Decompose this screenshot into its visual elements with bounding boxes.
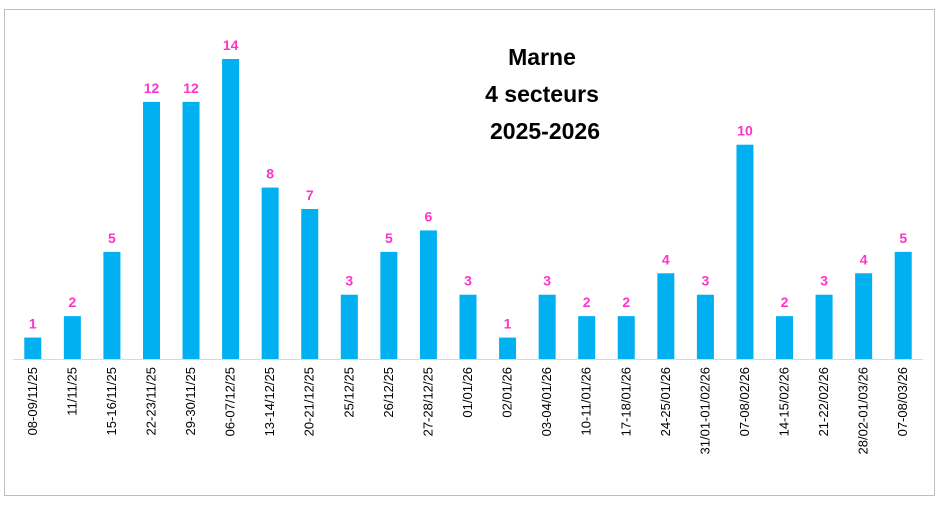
- x-tick-label-4: 22-23/11/25: [143, 367, 158, 435]
- data-label-5: 12: [183, 80, 199, 96]
- data-label-17: 4: [662, 251, 670, 267]
- x-tick-label-13: 02/01/26: [500, 367, 515, 418]
- chart-title: Marne 4 secteurs 2025-2026: [485, 44, 600, 144]
- x-tick-label-7: 13-14/12/25: [262, 367, 277, 436]
- x-tick-label-8: 20-21/12/25: [302, 367, 317, 436]
- x-tick-label-2: 11/11/25: [64, 367, 79, 416]
- bar-20: [776, 316, 794, 359]
- data-label-4: 12: [144, 80, 160, 96]
- bar-6: [222, 59, 240, 359]
- bar-21: [815, 294, 833, 359]
- bar-16: [617, 316, 635, 359]
- data-label-6: 14: [223, 37, 239, 53]
- bar-13: [499, 337, 517, 359]
- data-label-22: 4: [860, 251, 868, 267]
- x-tick-label-3: 15-16/11/25: [104, 367, 119, 435]
- data-label-19: 10: [737, 123, 753, 139]
- bars: [24, 59, 912, 360]
- bar-15: [578, 316, 596, 359]
- bar-2: [63, 316, 81, 359]
- data-label-21: 3: [820, 273, 828, 289]
- data-label-13: 1: [504, 316, 512, 332]
- data-label-9: 3: [345, 273, 353, 289]
- x-axis-tick-labels: 08-09/11/25 11/11/25 15-16/11/25 22-23/11/2…: [25, 367, 910, 454]
- bar-10: [380, 251, 398, 359]
- data-label-14: 3: [543, 273, 551, 289]
- data-label-1: 1: [29, 316, 37, 332]
- data-label-23: 5: [899, 230, 907, 246]
- bar-7: [261, 187, 279, 359]
- data-label-11: 6: [425, 208, 433, 224]
- bar-4: [142, 101, 160, 360]
- x-tick-label-18: 31/01-01/02/26: [697, 367, 712, 454]
- bar-1: [24, 337, 42, 359]
- x-tick-label-14: 03-04/01/26: [539, 367, 554, 436]
- x-tick-label-12: 01/01/26: [460, 367, 475, 418]
- x-tick-label-22: 28/02-01/03/26: [856, 367, 871, 454]
- data-label-18: 3: [701, 273, 709, 289]
- x-tick-label-6: 06-07/12/25: [223, 367, 238, 436]
- bar-14: [538, 294, 556, 359]
- data-label-10: 5: [385, 230, 393, 246]
- data-label-15: 2: [583, 294, 591, 310]
- data-label-20: 2: [781, 294, 789, 310]
- data-label-2: 2: [68, 294, 76, 310]
- x-tick-label-20: 14-15/02/26: [777, 367, 792, 436]
- data-label-3: 5: [108, 230, 116, 246]
- x-tick-label-10: 26/12/25: [381, 367, 396, 418]
- x-tick-label-16: 17-18/01/26: [618, 367, 633, 436]
- bar-22: [855, 273, 873, 359]
- x-tick-label-1: 08-09/11/25: [25, 367, 40, 435]
- bar-19: [736, 144, 754, 359]
- bar-11: [419, 230, 437, 359]
- bar-8: [301, 209, 319, 359]
- data-label-7: 8: [266, 166, 274, 182]
- data-label-16: 2: [622, 294, 630, 310]
- x-tick-label-23: 07-08/03/26: [895, 367, 910, 436]
- bar-23: [894, 251, 912, 359]
- bar-5: [182, 101, 200, 360]
- data-label-8: 7: [306, 187, 314, 203]
- bar-3: [103, 251, 121, 359]
- chart-title-line-2: 4 secteurs: [485, 81, 599, 107]
- x-tick-label-11: 27-28/12/25: [420, 367, 435, 436]
- x-tick-label-9: 25/12/25: [341, 367, 356, 418]
- x-tick-label-5: 29-30/11/25: [183, 367, 198, 435]
- x-tick-label-19: 07-08/02/26: [737, 367, 752, 436]
- data-label-12: 3: [464, 273, 472, 289]
- bar-17: [657, 273, 675, 359]
- x-tick-label-21: 21-22/02/26: [816, 367, 831, 436]
- bar-18: [696, 294, 714, 359]
- chart-title-line-1: Marne: [508, 44, 576, 70]
- x-tick-label-15: 10-11/01/26: [579, 367, 594, 435]
- x-tick-label-17: 24-25/01/26: [658, 367, 673, 436]
- chart-title-line-3: 2025-2026: [490, 118, 600, 144]
- bar-9: [340, 294, 358, 359]
- bar-12: [459, 294, 477, 359]
